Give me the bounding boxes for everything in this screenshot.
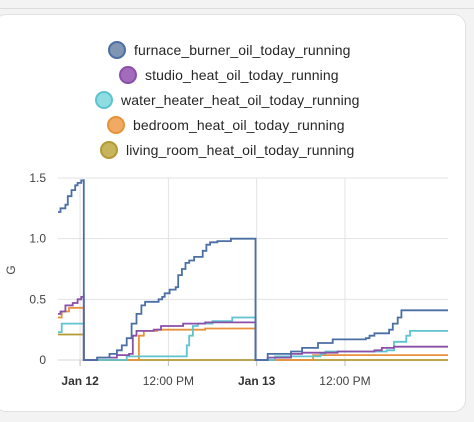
legend-label-water-heater: water_heater_heat_oil_today_running [121, 92, 360, 108]
legend-label-living-room: living_room_heat_oil_today_running [126, 142, 355, 158]
series-line-furnace[interactable] [58, 179, 448, 361]
x-tick-label: Jan 12 [61, 374, 99, 388]
y-axis-label: G [4, 265, 18, 274]
legend-swatch-furnace [108, 41, 126, 59]
y-tick-label: 0 [39, 353, 46, 367]
y-tick-label: 0.5 [29, 292, 46, 306]
top-edge [0, 0, 474, 9]
x-tick-label: Jan 13 [238, 374, 276, 388]
x-tick-label: 12:00 PM [143, 374, 194, 388]
x-tick-label: 12:00 PM [319, 374, 370, 388]
legend-label-furnace: furnace_burner_oil_today_running [134, 42, 351, 58]
y-tick-label: 1.0 [29, 232, 46, 246]
legend-item-furnace[interactable]: furnace_burner_oil_today_running [108, 40, 350, 60]
legend-label-bedroom: bedroom_heat_oil_today_running [133, 117, 345, 133]
legend-swatch-bedroom [107, 116, 125, 134]
legend-item-living-room[interactable]: living_room_heat_oil_today_running [100, 140, 354, 160]
legend-item-water-heater[interactable]: water_heater_heat_oil_today_running [95, 90, 360, 110]
legend-swatch-water-heater [95, 91, 113, 109]
legend-label-studio: studio_heat_oil_today_running [145, 67, 339, 83]
legend-swatch-living-room [100, 141, 118, 159]
y-axis: 0 0.5 1.0 1.5 [29, 171, 46, 367]
legend-item-studio[interactable]: studio_heat_oil_today_running [119, 65, 339, 85]
legend-item-bedroom[interactable]: bedroom_heat_oil_today_running [107, 115, 345, 135]
series-line-water[interactable] [58, 316, 448, 361]
x-axis: Jan 12 12:00 PM Jan 13 12:00 PM [58, 359, 448, 388]
plot-area [58, 179, 448, 361]
y-tick-label: 1.5 [29, 171, 46, 185]
legend-swatch-studio [119, 66, 137, 84]
series-line-studio[interactable] [58, 293, 448, 361]
chart-card [0, 14, 466, 412]
